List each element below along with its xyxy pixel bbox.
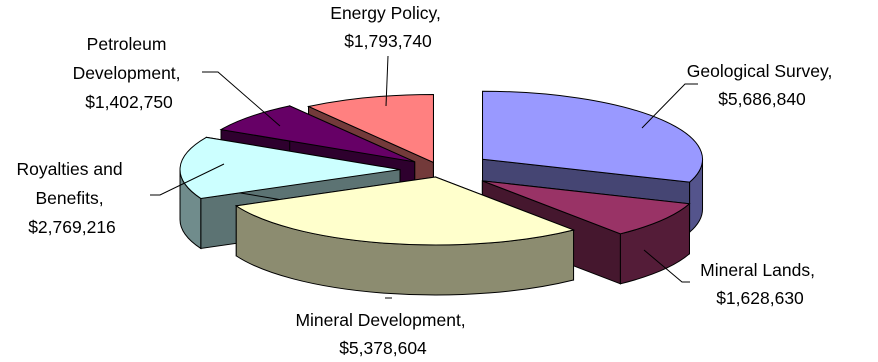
label-petroleum-line-1: Petroleum xyxy=(87,34,167,54)
label-petroleum: Petroleum Development, $1,402,750 xyxy=(73,34,186,112)
slice-royalties-and-benefits-top xyxy=(179,136,401,199)
pie-slices xyxy=(179,90,704,296)
leader-line-royalties xyxy=(150,163,225,196)
label-energy-policy: Energy Policy, $1,793,740 xyxy=(330,3,445,51)
slice-petroleum-development-top xyxy=(219,105,415,163)
slice-mineral-development-top xyxy=(234,176,576,246)
label-mineral-lands: Mineral Lands, $1,628,630 xyxy=(700,260,820,308)
leader-line-geological-survey xyxy=(641,83,698,129)
leader-line-mineral-lands xyxy=(643,249,690,283)
label-geological-survey-line-1: Geological Survey, xyxy=(687,61,833,81)
slice-geological-survey-top xyxy=(482,90,703,183)
label-royalties-line-3: $2,769,216 xyxy=(28,217,116,237)
slice-mineral-development xyxy=(234,176,576,296)
label-geological-survey-line-2: $5,686,840 xyxy=(718,89,806,109)
label-royalties: Royalties and Benefits, $2,769,216 xyxy=(17,159,128,237)
label-energy-policy-line-2: $1,793,740 xyxy=(344,31,432,51)
label-mineral-lands-line-2: $1,628,630 xyxy=(716,288,804,308)
label-mineral-development: Mineral Development, $5,378,604 xyxy=(295,310,470,358)
slice-energy-policy-top xyxy=(306,93,434,164)
label-geological-survey: Geological Survey, $5,686,840 xyxy=(687,61,837,109)
label-mineral-lands-line-1: Mineral Lands, xyxy=(700,260,815,280)
data-labels: Geological Survey, $5,686,840 Mineral La… xyxy=(17,3,837,358)
label-mineral-development-line-2: $5,378,604 xyxy=(339,338,427,358)
leader-line-petroleum xyxy=(202,71,281,127)
slice-mineral-lands-top xyxy=(482,180,691,235)
label-royalties-line-1: Royalties and xyxy=(17,159,123,179)
label-petroleum-line-2: Development, xyxy=(73,63,181,83)
label-royalties-line-2: Benefits, xyxy=(36,188,104,208)
label-mineral-development-line-1: Mineral Development, xyxy=(295,310,465,330)
label-energy-policy-line-1: Energy Policy, xyxy=(330,3,441,23)
leader-lines xyxy=(150,55,698,299)
leader-line-energy-policy xyxy=(385,55,389,107)
label-petroleum-line-3: $1,402,750 xyxy=(85,92,173,112)
